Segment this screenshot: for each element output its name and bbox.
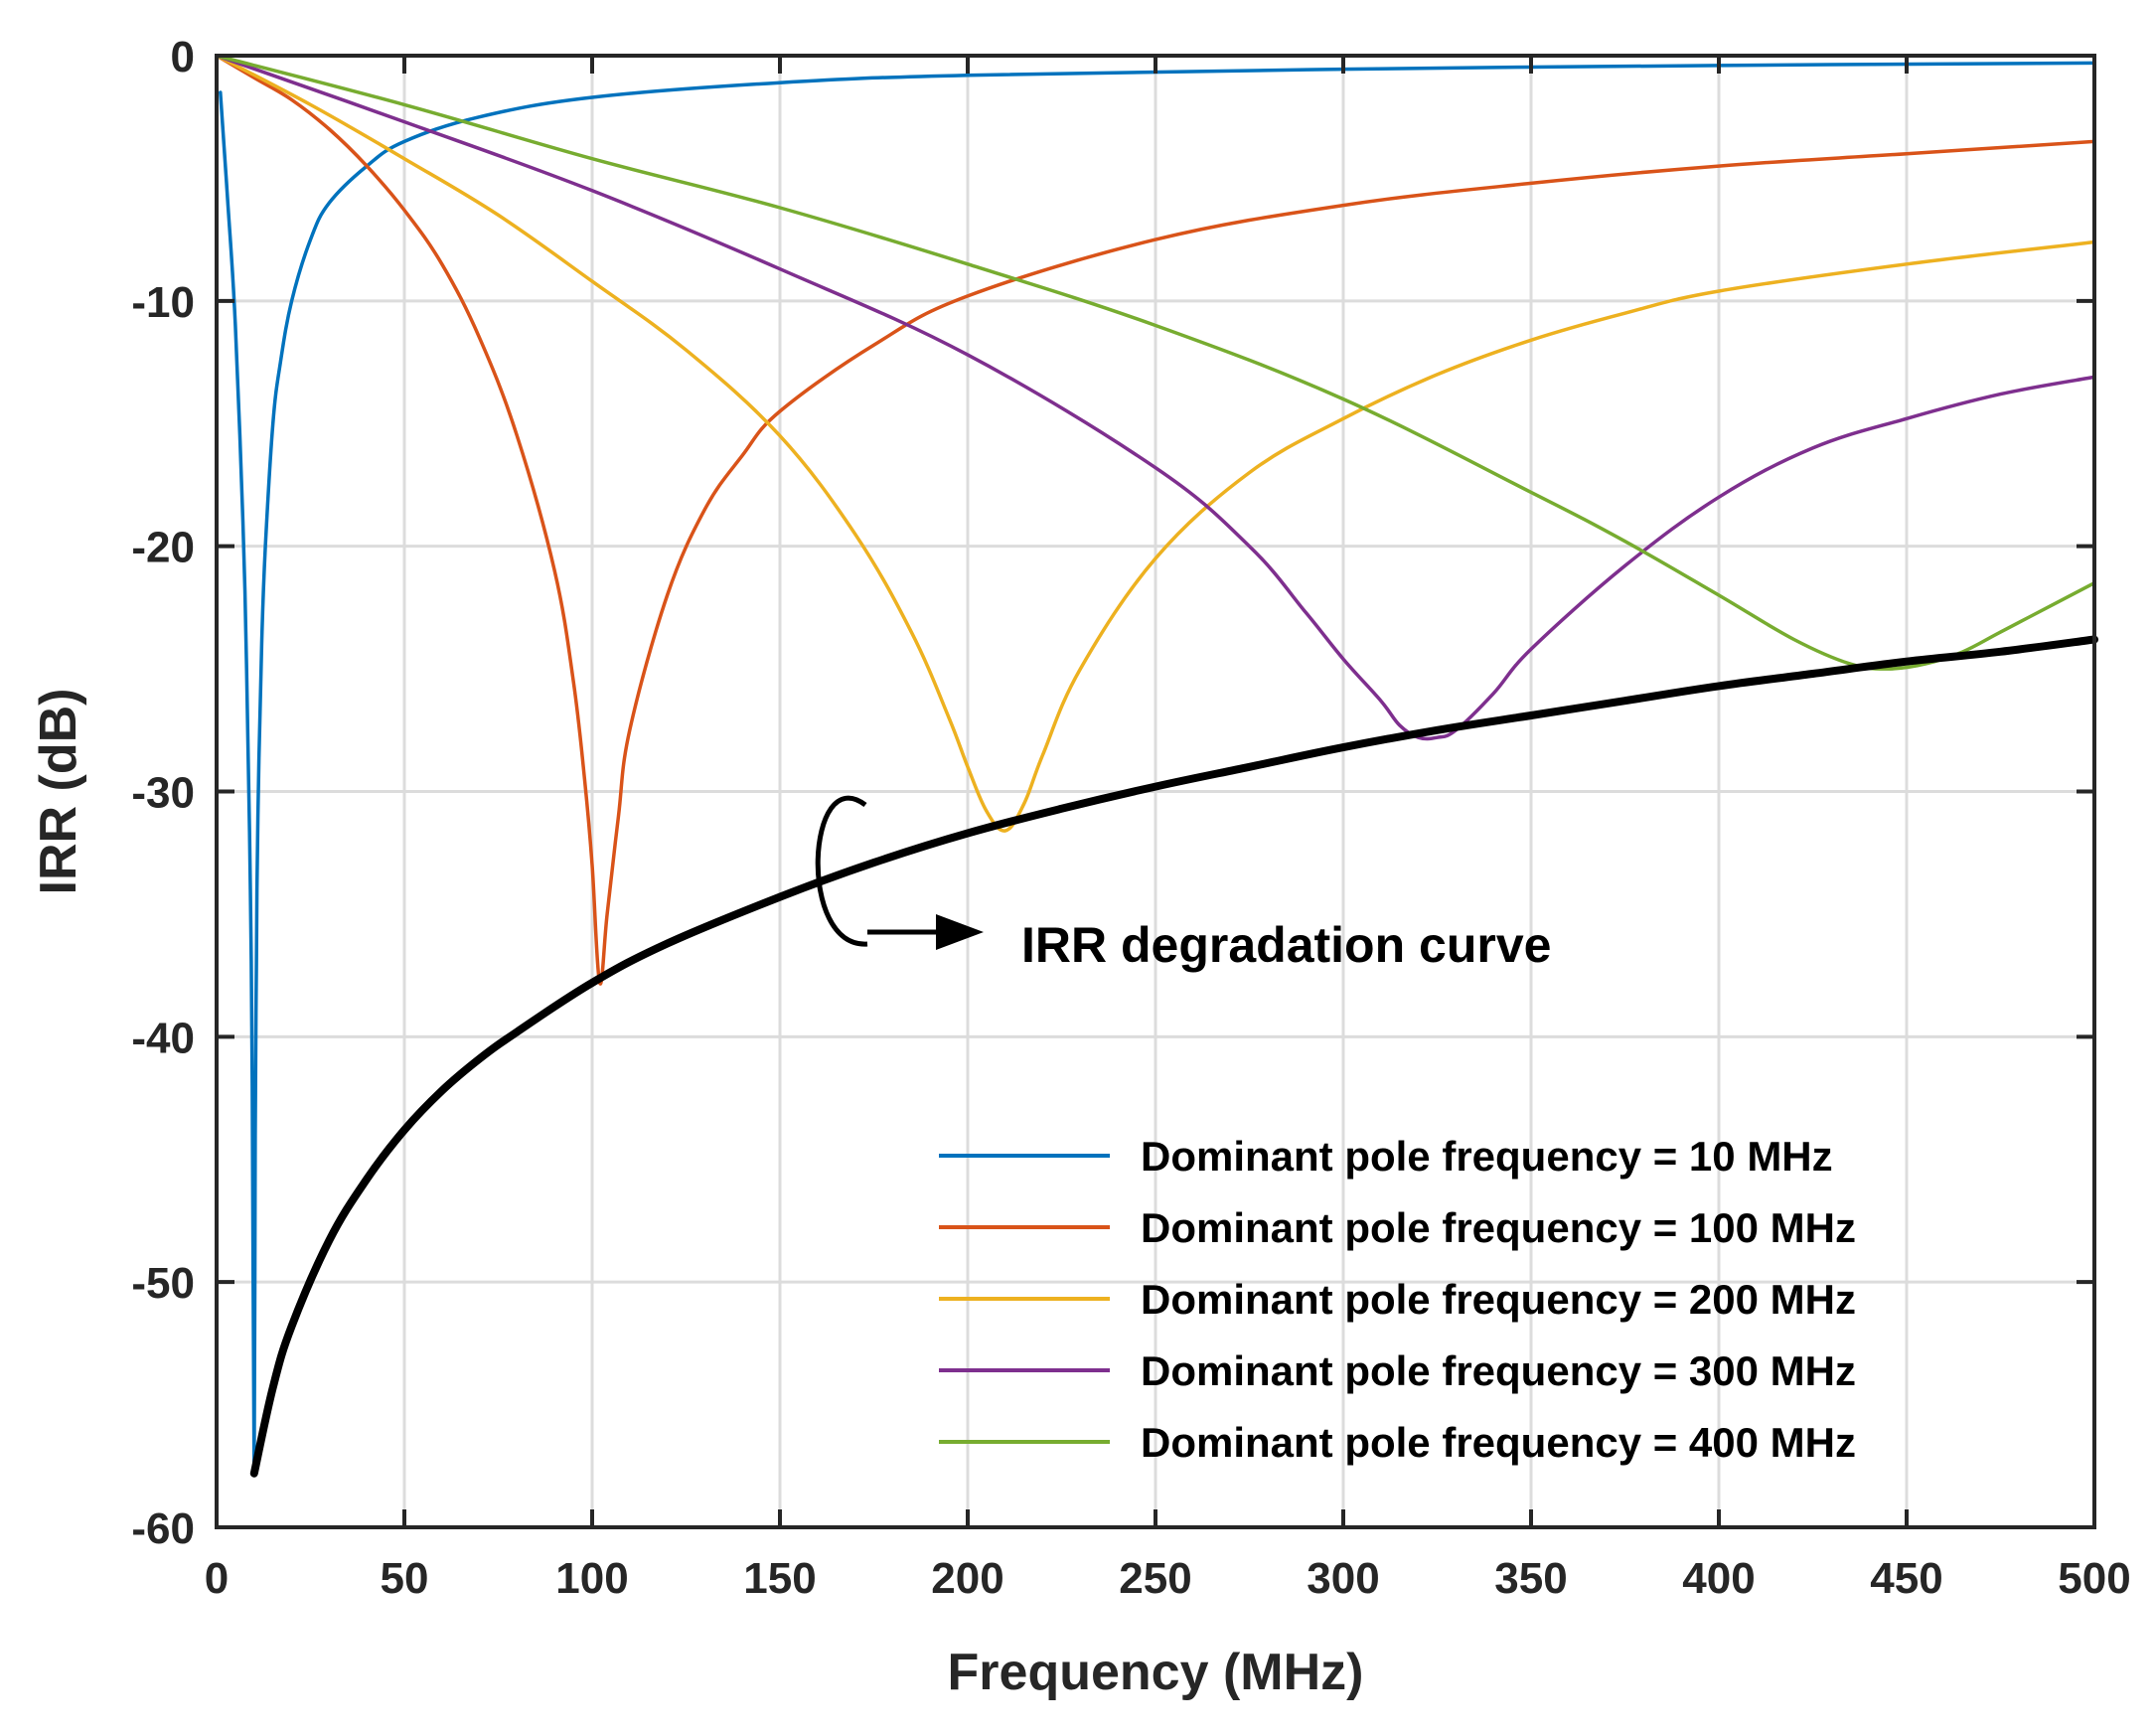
legend-label-2: Dominant pole frequency = 200 MHz [1141,1276,1856,1323]
y-tick-label-5: -50 [131,1259,195,1308]
legend-label-0: Dominant pole frequency = 10 MHz [1141,1133,1833,1180]
x-tick-label-4: 200 [931,1554,1003,1603]
annotation-arrow-head [936,914,984,950]
x-tick-label-10: 500 [2058,1554,2130,1603]
series-line-3 [215,54,2096,741]
x-axis-label: Frequency (MHz) [948,1644,1364,1701]
series-line-1 [215,54,2096,986]
y-tick-label-0: 0 [171,33,195,81]
y-tick-label-3: -30 [131,769,195,818]
axis-ticks: 0 50 100 150 200 250 300 350 400 450 500 0 -10 -20 -30… [131,33,2130,1603]
x-tick-label-2: 100 [555,1554,628,1603]
legend-label-3: Dominant pole frequency = 300 MHz [1141,1347,1856,1394]
legend-label-4: Dominant pole frequency = 400 MHz [1141,1419,1856,1466]
y-tick-label-2: -20 [131,524,195,572]
y-tick-label-1: -10 [131,278,195,327]
plot-curves [215,54,2098,1478]
x-tick-label-8: 400 [1682,1554,1755,1603]
x-tick-label-6: 300 [1307,1554,1379,1603]
x-tick-label-7: 350 [1494,1554,1567,1603]
y-tick-label-4: -40 [131,1014,195,1062]
x-tick-label-1: 50 [381,1554,429,1603]
series-line-5 [249,635,2098,1478]
series-line-0 [219,61,2096,1476]
legend-label-1: Dominant pole frequency = 100 MHz [1141,1204,1856,1251]
x-tick-label-9: 450 [1870,1554,1942,1603]
series-line-2 [215,54,2096,833]
annotation-bracket [815,795,868,947]
x-tick-label-3: 150 [743,1554,816,1603]
annotation-label: IRR degradation curve [1021,917,1551,973]
legend: Dominant pole frequency = 10 MHz Dominant… [939,1133,1856,1466]
x-tick-label-0: 0 [205,1554,229,1603]
y-axis-label: IRR (dB) [30,689,87,895]
x-tick-label-5: 250 [1119,1554,1191,1603]
annotation: IRR degradation curve [815,795,1551,973]
y-tick-label-6: -60 [131,1504,195,1553]
